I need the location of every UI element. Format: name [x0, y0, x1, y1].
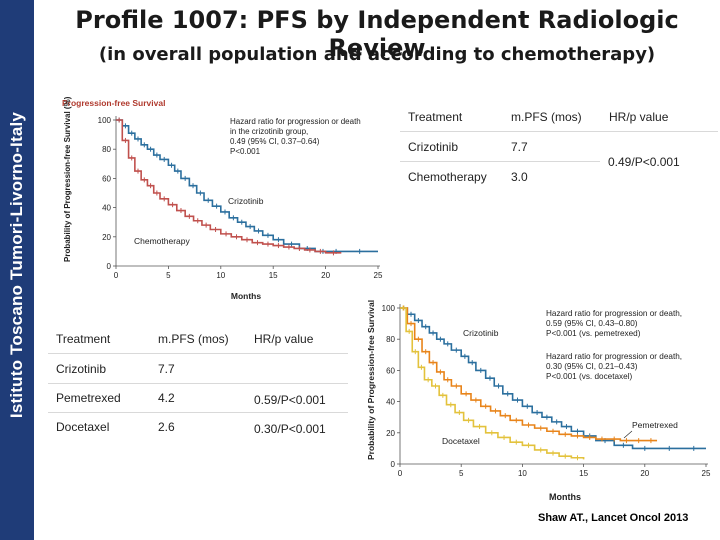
bottom-table-row-mpfs: 4.2: [158, 391, 175, 405]
chart2-label-docetaxel: Docetaxel: [442, 436, 480, 446]
chart2-x-tick-label: 25: [702, 469, 711, 478]
top-table-hr-value: 0.49/P<0.001: [608, 155, 680, 169]
sidebar-banner: Istituto Toscano Tumori-Livorno-Italy: [0, 0, 34, 540]
chart1-label-crizotinib: Crizotinib: [228, 196, 264, 206]
chart1-hr-line-2: in the crizotinib group,: [230, 127, 308, 136]
chart1-xlabel: Months: [231, 291, 261, 301]
top-table-divider: [400, 131, 718, 132]
bottom-table-divider: [48, 383, 348, 384]
chart2-pemetrexed-pointer: [623, 430, 633, 439]
top-table-row-mpfs: 3.0: [511, 170, 528, 184]
chart2-y-tick-label: 20: [386, 429, 395, 438]
chart1-hr-line-1: Hazard ratio for progression or death: [230, 117, 361, 126]
chart1-x-tick-label: 20: [321, 271, 330, 280]
chart2-y-tick-label: 80: [386, 335, 395, 344]
slide-subtitle: (in overall population and according to …: [98, 44, 656, 65]
bottom-table-row-treatment: Pemetrexed: [56, 391, 121, 405]
chart1-y-tick-label: 20: [102, 233, 111, 242]
chart2-y-tick-label: 60: [386, 366, 395, 375]
bottom-summary-table: Treatment m.PFS (mos) HR/p value Crizoti…: [48, 324, 348, 444]
pfs-chart-overall: Progression-free Survival Probability of…: [62, 96, 383, 301]
chart2-label-pemetrexed: Pemetrexed: [632, 420, 678, 430]
chart1-y-tick-label: 0: [107, 262, 112, 271]
chart1-y-tick-label: 40: [102, 204, 111, 213]
chart1-x-tick-label: 10: [216, 271, 225, 280]
bottom-table-divider: [48, 353, 348, 354]
chart2-xlabel: Months: [549, 492, 581, 502]
chart1-hr-line-3: 0.49 (95% CI, 0.37–0.64): [230, 137, 320, 146]
chart2-x-tick-label: 0: [398, 469, 403, 478]
chart1-y-tick-label: 100: [98, 116, 112, 125]
chart1-x-tick-label: 15: [269, 271, 278, 280]
chart1-y-tick-label: 80: [102, 145, 111, 154]
bottom-table-row-treatment: Crizotinib: [56, 362, 107, 376]
top-summary-table: Treatment m.PFS (mos) HR/p value Crizoti…: [400, 104, 718, 200]
chart2-hr-line-2: 0.59 (95% CI, 0.43–0.80): [546, 319, 638, 328]
chart2-x-tick-label: 15: [579, 469, 588, 478]
chart2-y-tick-label: 40: [386, 398, 395, 407]
chart2-axes: 0 5 10 15 20 25 0 20 40 60 80 100: [382, 304, 711, 478]
slide-title: Profile 1007: PFS by Independent Radiolo…: [75, 6, 679, 62]
bottom-table-row-hr: 0.59/P<0.001: [254, 393, 326, 407]
bottom-table-row-mpfs: 7.7: [158, 362, 175, 376]
top-table-divider: [400, 161, 600, 162]
bottom-table-divider: [48, 412, 348, 413]
chart1-x-tick-label: 5: [166, 271, 171, 280]
chart2-y-tick-label: 0: [391, 460, 396, 469]
chart2-hr-line-5: 0.30 (95% CI, 0.21–0.43): [546, 362, 638, 371]
top-table-row-mpfs: 7.7: [511, 140, 528, 154]
chart2-ylabel: Probability of Progression-free Survival…: [366, 298, 376, 460]
sidebar-institution-text: Istituto Toscano Tumori-Livorno-Italy: [7, 111, 26, 419]
chart2-hr-line-3: P<0.001 (vs. pemetrexed): [546, 329, 641, 338]
chart2-label-crizotinib: Crizotinib: [463, 328, 499, 338]
bottom-table-row-hr: 0.30/P<0.001: [254, 422, 326, 436]
chart1-ylabel: Probability of Progression-free Survival…: [63, 96, 72, 262]
bottom-table-row-treatment: Docetaxel: [56, 420, 110, 434]
chart1-title: Progression-free Survival: [62, 98, 165, 108]
chart1-x-tick-label: 25: [374, 271, 383, 280]
top-table-header-hr: HR/p value: [609, 110, 669, 124]
chart2-hr-line-1: Hazard ratio for progression or death,: [546, 309, 682, 318]
chart2-series-docetaxel-line: [400, 307, 585, 460]
chart1-x-tick-label: 0: [114, 271, 119, 280]
bottom-table-header-treatment: Treatment: [56, 332, 111, 346]
chart2-x-tick-label: 20: [640, 469, 649, 478]
chart1-label-chemotherapy: Chemotherapy: [134, 236, 191, 246]
top-table-row-treatment: Crizotinib: [408, 140, 459, 154]
chart2-hr-line-6: P<0.001 (vs. docetaxel): [546, 372, 633, 381]
chart2-hr-line-4: Hazard ratio for progression or death,: [546, 352, 682, 361]
top-table-row-treatment: Chemotherapy: [408, 170, 487, 184]
chart1-axes: 0 5 10 15 20 25 0 20 40 60 80 100: [98, 116, 383, 280]
top-table-header-treatment: Treatment: [408, 110, 463, 124]
chart2-y-tick-label: 100: [382, 304, 396, 313]
chart1-hr-line-4: P<0.001: [230, 147, 261, 156]
top-table-header-mpfs: m.PFS (mos): [511, 110, 582, 124]
chart2-series-pemetrexed-line: [400, 307, 658, 442]
chart1-y-tick-label: 60: [102, 174, 111, 183]
bottom-table-header-mpfs: m.PFS (mos): [158, 332, 229, 346]
chart2-x-tick-label: 10: [518, 469, 527, 478]
pfs-chart-by-chemotherapy: Probability of Progression-free Survival…: [366, 298, 711, 502]
citation: Shaw AT., Lancet Oncol 2013: [538, 512, 689, 524]
bottom-table-row-mpfs: 2.6: [158, 420, 175, 434]
bottom-table-header-hr: HR/p value: [254, 332, 314, 346]
chart2-x-tick-label: 5: [459, 469, 464, 478]
